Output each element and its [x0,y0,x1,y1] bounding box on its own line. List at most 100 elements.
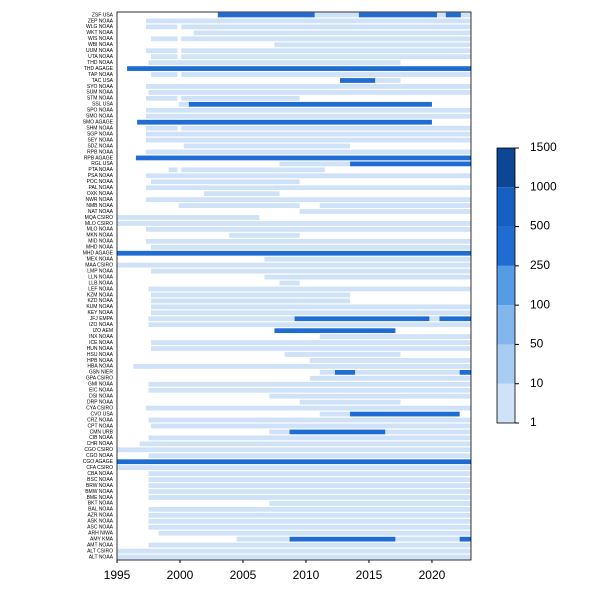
segment [181,48,471,54]
segment [445,12,461,18]
colorbar-frame [496,147,516,424]
segment [148,518,471,524]
row-label: KEY NOAA [88,310,114,316]
row-label: GMI NOAA [88,382,114,388]
row-label: JFJ EMPA [90,316,114,322]
segment [459,536,471,542]
row-label: NMB NOAA [86,203,113,209]
segment [436,12,446,18]
row-label: CVO USA [90,411,113,417]
row-label: HSU NOAA [87,352,114,358]
segment [148,453,471,459]
row-label: EIC NOAA [89,388,114,394]
segment [339,78,376,83]
colorbar-bin [497,265,515,306]
segment [151,310,472,316]
row-label: RPB AGAGE [84,155,114,161]
row-label: ALT CSIRO [87,548,113,554]
segment [314,12,359,18]
segment [350,411,460,417]
row-label: SHM NOAA [86,125,113,131]
segment [289,429,386,435]
segment [148,286,471,292]
row-label: KUM NOAA [86,304,113,310]
segment [148,322,471,328]
segment [145,24,178,30]
segment [319,369,335,375]
row-label: AZR NOAA [87,513,113,519]
segment [350,161,471,167]
segment [148,417,471,423]
row-label: MHD AGAGE [83,251,114,257]
row-label: SYO NOAA [87,84,114,90]
segment [145,137,471,143]
segment [137,119,432,125]
segment [181,24,471,30]
row-label: OXK NOAA [87,191,114,197]
segment [117,250,471,256]
row-label: CBA NOAA [87,471,113,477]
row-label: HUN NOAA [87,346,114,352]
x-tick-label: 2010 [293,568,320,582]
segment [439,316,471,322]
segment [151,179,300,185]
row-label: CIB NOAA [89,435,114,441]
segment [181,95,300,101]
row-label: UUM NOAA [86,48,114,54]
segment [117,548,471,554]
segment [145,173,471,179]
colorbar-tick-label: 500 [530,219,550,233]
row-label: SPO NOAA [87,108,114,114]
row-label: MQA CSIRO [85,215,113,221]
row-label: NAT NOAA [88,209,114,215]
segment [460,12,471,18]
segment [145,18,471,24]
colorbar-tick-label: 100 [530,297,550,311]
row-label: CFA CSIRO [86,465,113,471]
segment [309,375,471,381]
segment [148,381,471,387]
row-label: WKT NOAA [86,30,113,36]
row-label: SDZ NOAA [87,143,113,149]
segment [148,512,471,518]
segment [145,48,178,54]
segment [151,54,178,60]
segment [269,393,471,399]
row-label: CYA CSIRO [86,405,113,411]
row-label: HBA NOAA [87,364,113,370]
segment [151,292,351,298]
row-label: HPB NOAA [87,358,114,364]
row-label: BRW NOAA [86,483,114,489]
segment [148,316,295,322]
colorbar-tick-label: 1 [530,415,537,429]
row-label: BAL NOAA [88,507,113,513]
segment [151,346,472,351]
segment [158,530,472,536]
segment [148,506,471,512]
segment [133,364,471,369]
row-label: CRZ NOAA [87,417,114,423]
segment [145,131,471,137]
segment [355,369,460,375]
row-label: ALT NOAA [89,554,114,560]
segment [264,256,471,262]
row-label: BMW NOAA [85,489,113,495]
colorbar-bin [497,305,515,345]
row-label: NWR NOAA [86,197,114,203]
colorbar-bin [497,344,515,384]
segment [395,536,460,542]
row-label: PSA NOAA [88,173,114,179]
row-label: TAC USA [92,78,114,84]
colorbar-tick-label: 50 [530,337,544,351]
row-label: BKT NOAA [88,501,114,507]
row-label: MLO CSIRO [85,221,113,227]
segment [193,30,471,36]
row-label: IZO NOAA [89,322,114,328]
segment [145,107,471,113]
row-label: DSI NOAA [89,394,114,400]
segment [459,369,471,375]
row-label: MHD NOAA [86,245,114,251]
colorbar-tick-label: 1000 [530,179,557,193]
segment [148,542,471,548]
